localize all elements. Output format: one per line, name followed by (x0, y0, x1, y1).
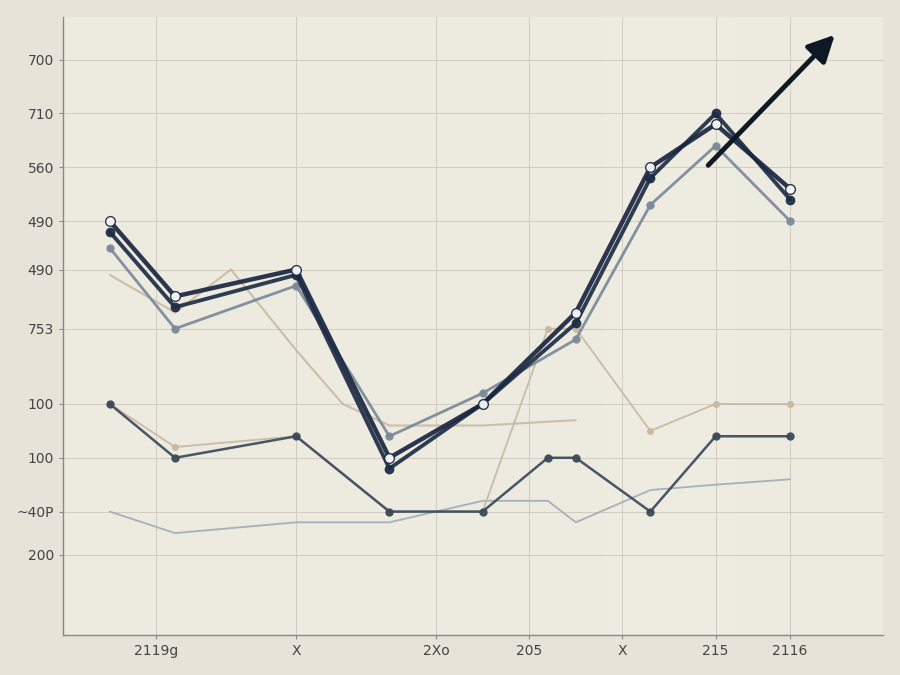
Bar (604, 17, 734, 635)
